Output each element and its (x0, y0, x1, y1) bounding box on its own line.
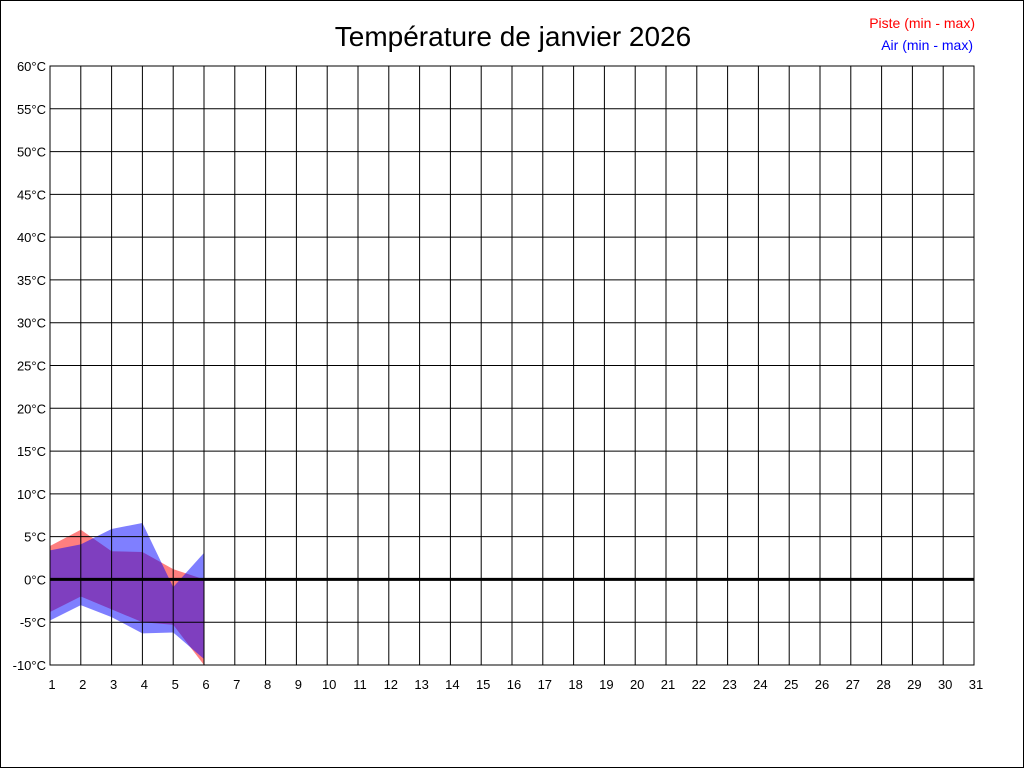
x-tick-label: 8 (264, 677, 271, 692)
y-tick-label: 10°C (17, 487, 46, 502)
y-tick-label: 45°C (17, 187, 46, 202)
x-tick-label: 18 (568, 677, 582, 692)
x-tick-label: 3 (110, 677, 117, 692)
x-tick-label: 27 (846, 677, 860, 692)
x-tick-label: 12 (384, 677, 398, 692)
x-tick-label: 29 (907, 677, 921, 692)
y-tick-label: -10°C (13, 658, 46, 673)
y-tick-label: 55°C (17, 102, 46, 117)
y-tick-label: 15°C (17, 444, 46, 459)
band-series-1 (50, 522, 204, 660)
y-tick-label: 50°C (17, 145, 46, 160)
x-tick-label: 23 (722, 677, 736, 692)
x-tick-label: 21 (661, 677, 675, 692)
plot-border (49, 65, 975, 666)
legend-air: Air (min - max) (881, 37, 973, 53)
x-tick-label: 30 (938, 677, 952, 692)
x-tick-label: 17 (538, 677, 552, 692)
y-tick-label: -5°C (20, 615, 46, 630)
x-tick-label: 28 (876, 677, 890, 692)
x-tick-label: 6 (202, 677, 209, 692)
x-tick-label: 20 (630, 677, 644, 692)
grid-lines (49, 65, 975, 666)
x-tick-label: 26 (815, 677, 829, 692)
x-tick-label: 19 (599, 677, 613, 692)
legend-piste: Piste (min - max) (869, 15, 975, 31)
x-tick-label: 24 (753, 677, 767, 692)
x-tick-label: 4 (141, 677, 148, 692)
x-tick-label: 14 (445, 677, 459, 692)
x-tick-label: 7 (233, 677, 240, 692)
x-tick-label: 5 (172, 677, 179, 692)
y-tick-label: 20°C (17, 401, 46, 416)
x-tick-label: 15 (476, 677, 490, 692)
y-tick-label: 35°C (17, 273, 46, 288)
x-tick-label: 1 (48, 677, 55, 692)
x-tick-label: 31 (969, 677, 983, 692)
y-tick-labels: -10°C -5°C 0°C 5°C 10°C 15°C 20°C 25°C 30°C 35°C 4… (13, 59, 46, 673)
series-bands (50, 522, 204, 665)
x-tick-label: 22 (692, 677, 706, 692)
y-tick-label: 60°C (17, 59, 46, 74)
y-tick-label: 30°C (17, 316, 46, 331)
y-tick-label: 40°C (17, 230, 46, 245)
chart-title: Température de janvier 2026 (335, 21, 691, 52)
x-tick-label: 16 (507, 677, 521, 692)
x-tick-label: 2 (79, 677, 86, 692)
y-tick-label: 0°C (24, 572, 46, 587)
x-tick-label: 11 (353, 677, 367, 692)
x-tick-labels: 1 2 3 4 5 6 7 8 9 10 11 12 13 14 15 16 17 18 19 20 21 22 23 24 2… (48, 677, 983, 692)
y-tick-label: 5°C (24, 530, 46, 545)
y-tick-label: 25°C (17, 359, 46, 374)
x-tick-label: 13 (414, 677, 428, 692)
x-tick-label: 10 (322, 677, 336, 692)
x-tick-label: 9 (295, 677, 302, 692)
x-tick-label: 25 (784, 677, 798, 692)
